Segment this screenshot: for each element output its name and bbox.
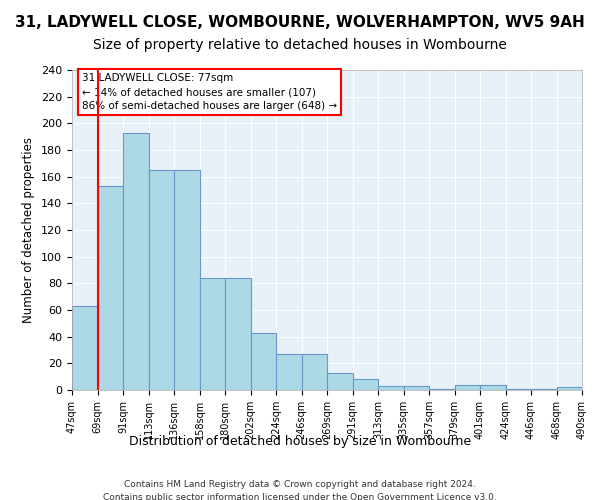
Bar xyxy=(378,386,404,390)
Text: 31 LADYWELL CLOSE: 77sqm
← 14% of detached houses are smaller (107)
86% of semi-: 31 LADYWELL CLOSE: 77sqm ← 14% of detach… xyxy=(82,73,337,111)
Bar xyxy=(174,170,199,390)
Bar xyxy=(404,386,429,390)
Bar xyxy=(480,384,505,390)
Bar xyxy=(276,354,302,390)
Bar xyxy=(557,388,582,390)
Bar xyxy=(225,278,251,390)
Text: 31, LADYWELL CLOSE, WOMBOURNE, WOLVERHAMPTON, WV5 9AH: 31, LADYWELL CLOSE, WOMBOURNE, WOLVERHAM… xyxy=(15,15,585,30)
Bar xyxy=(199,278,225,390)
Bar xyxy=(251,332,276,390)
Text: Contains public sector information licensed under the Open Government Licence v3: Contains public sector information licen… xyxy=(103,492,497,500)
Bar xyxy=(531,388,557,390)
Bar xyxy=(505,388,531,390)
Text: Contains HM Land Registry data © Crown copyright and database right 2024.: Contains HM Land Registry data © Crown c… xyxy=(124,480,476,489)
Bar xyxy=(327,372,353,390)
Bar xyxy=(149,170,174,390)
Text: Size of property relative to detached houses in Wombourne: Size of property relative to detached ho… xyxy=(93,38,507,52)
Bar xyxy=(429,388,455,390)
Bar xyxy=(353,380,378,390)
Bar xyxy=(97,186,123,390)
Bar xyxy=(455,384,480,390)
Bar xyxy=(302,354,327,390)
Y-axis label: Number of detached properties: Number of detached properties xyxy=(22,137,35,323)
Bar xyxy=(123,132,149,390)
Bar xyxy=(72,306,97,390)
Text: Distribution of detached houses by size in Wombourne: Distribution of detached houses by size … xyxy=(129,435,471,448)
